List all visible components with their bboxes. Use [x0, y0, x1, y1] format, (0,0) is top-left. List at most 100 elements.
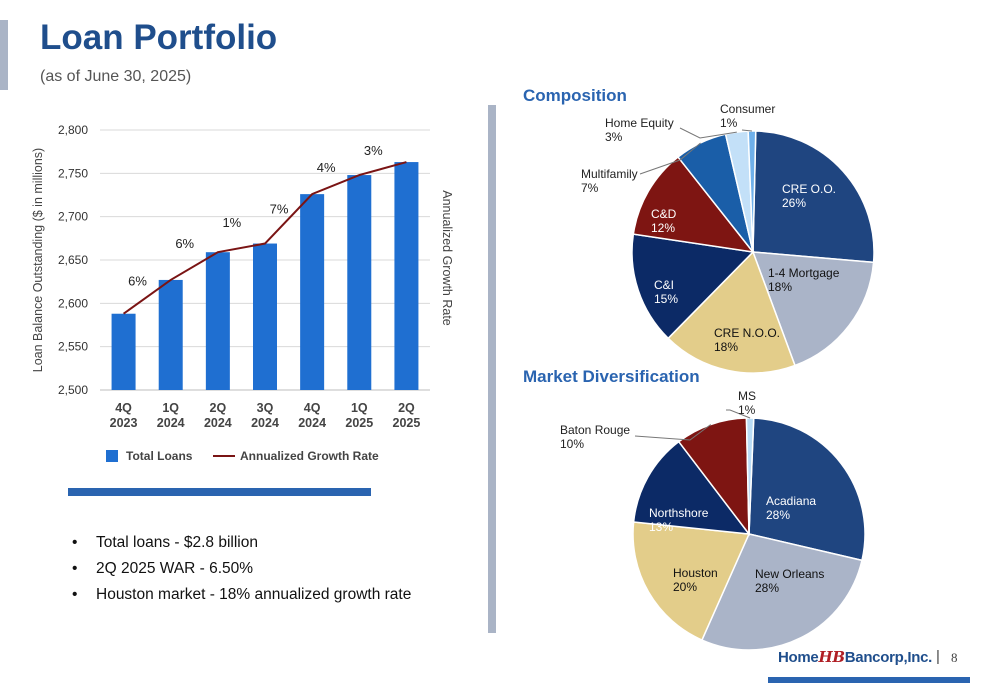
pie-slice-value: 28% [755, 581, 779, 595]
loan-bar [347, 175, 372, 390]
pie-slice-value: 28% [766, 508, 790, 522]
pie-slice-value: 13% [649, 520, 673, 534]
logo-bancorp-text: Bancorp,Inc. [844, 649, 933, 666]
y-tick-label: 2,800 [58, 123, 88, 137]
leader-line [741, 129, 753, 132]
bullet-total-loans: Total loans - $2.8 billion [72, 532, 411, 558]
x-tick-label: 2024 [298, 416, 326, 430]
pie-slice [748, 417, 866, 562]
y2-axis-label: Annualized Growth Rate [440, 190, 454, 326]
logo-hb-mark: HB [818, 648, 845, 666]
pie-slice-label: 1-4 Mortgage [768, 266, 840, 280]
bullet-list: Total loans - $2.8 billion 2Q 2025 WAR -… [72, 532, 411, 610]
growth-rate-label: 7% [270, 202, 289, 217]
pie-slice-value: 18% [714, 340, 738, 354]
pie-slice-label: Houston [673, 566, 718, 580]
pie-slice [632, 521, 751, 642]
y-tick-label: 2,750 [58, 166, 88, 180]
pie-slice-label: Multifamily [581, 167, 638, 181]
loan-bar [253, 243, 277, 390]
x-tick-label: 2Q [398, 401, 415, 415]
pie-slice-value: 10% [560, 437, 584, 451]
pie-slice-value: 1% [738, 403, 756, 417]
x-tick-label: 1Q [351, 401, 368, 415]
loan-bar [158, 279, 183, 390]
legend-label-total-loans: Total Loans [126, 449, 193, 463]
x-tick-label: 2Q [210, 401, 227, 415]
composition-title: Composition [523, 86, 627, 105]
company-logo: HomeHBBancorp,Inc. [778, 648, 932, 666]
leader-line [634, 424, 712, 441]
x-tick-label: 2023 [110, 416, 138, 430]
x-tick-label: 2025 [345, 416, 373, 430]
growth-rate-line [122, 161, 407, 315]
loan-bar [300, 194, 325, 390]
pie-slice-label: Home Equity [605, 116, 674, 130]
bullet-war: 2Q 2025 WAR - 6.50% [72, 558, 411, 584]
loan-bar [394, 162, 419, 390]
pie-slice-label: MS [738, 389, 756, 403]
pie-slice [752, 130, 875, 264]
pie-slice-label: Northshore [649, 506, 709, 520]
logo-home-text: Home [778, 649, 819, 666]
title-accent-bar [0, 20, 8, 90]
y-tick-label: 2,600 [58, 296, 88, 310]
blue-rule [68, 488, 371, 496]
page-number: 8 [951, 650, 958, 665]
page-title: Loan Portfolio [40, 18, 278, 57]
growth-rate-label: 4% [317, 160, 336, 175]
y-tick-label: 2,700 [58, 210, 88, 224]
page-subtitle: (as of June 30, 2025) [40, 68, 192, 85]
growth-rate-label: 6% [175, 236, 194, 251]
leader-line [726, 409, 751, 419]
leader-line [679, 127, 737, 139]
pie-slice [632, 440, 751, 535]
pie-slice-label: Acadiana [766, 494, 816, 508]
y-tick-label: 2,550 [58, 340, 88, 354]
pie-slice [751, 251, 875, 367]
pie-slice-value: 1% [720, 116, 738, 130]
pie-slice-label: C&D [651, 207, 677, 221]
pie-slice-label: Baton Rouge [560, 423, 630, 437]
legend-label-growth-rate: Annualized Growth Rate [240, 449, 379, 463]
x-tick-label: 4Q [304, 401, 321, 415]
x-tick-label: 2024 [157, 416, 185, 430]
pie-slice-value: 20% [673, 580, 697, 594]
pie-slice [631, 233, 755, 340]
x-tick-label: 2024 [204, 416, 232, 430]
leader-line [639, 142, 701, 175]
pie-slice-value: 18% [768, 280, 792, 294]
x-tick-label: 4Q [115, 401, 132, 415]
footer-separator: | [936, 648, 940, 665]
pie-slice [632, 155, 755, 254]
y-axis-label: Loan Balance Outstanding ($ in millions) [31, 148, 45, 372]
pie-slice-value: 3% [605, 130, 623, 144]
y-tick-label: 2,500 [58, 383, 88, 397]
legend-swatch-total-loans [106, 450, 118, 462]
pie-slice [700, 533, 863, 651]
x-tick-label: 2024 [251, 416, 279, 430]
x-tick-label: 2025 [393, 416, 421, 430]
pie-slice-label: Consumer [720, 102, 775, 116]
pie-slice-label: CRE N.O.O. [714, 326, 780, 340]
pie-slice-value: 15% [654, 292, 678, 306]
pie-slice-value: 26% [782, 196, 806, 210]
loan-bar [205, 252, 230, 390]
pie-slice-label: C&I [654, 278, 674, 292]
market-title: Market Diversification [523, 367, 700, 386]
bullet-houston: Houston market - 18% annualized growth r… [72, 584, 411, 610]
pie-slice-value: 12% [651, 221, 675, 235]
growth-rate-label: 6% [128, 274, 147, 289]
bottom-rule [768, 677, 970, 683]
pie-slice [667, 250, 796, 374]
loan-balance-chart: 2,5002,5502,6002,6502,7002,7502,8004Q202… [31, 123, 454, 463]
pie-slice-label: New Orleans [755, 567, 824, 581]
vertical-divider [488, 105, 496, 633]
pie-slice-label: CRE O.O. [782, 182, 836, 196]
x-tick-label: 1Q [162, 401, 179, 415]
x-tick-label: 3Q [257, 401, 274, 415]
y-tick-label: 2,650 [58, 253, 88, 267]
growth-rate-label: 1% [222, 215, 241, 230]
